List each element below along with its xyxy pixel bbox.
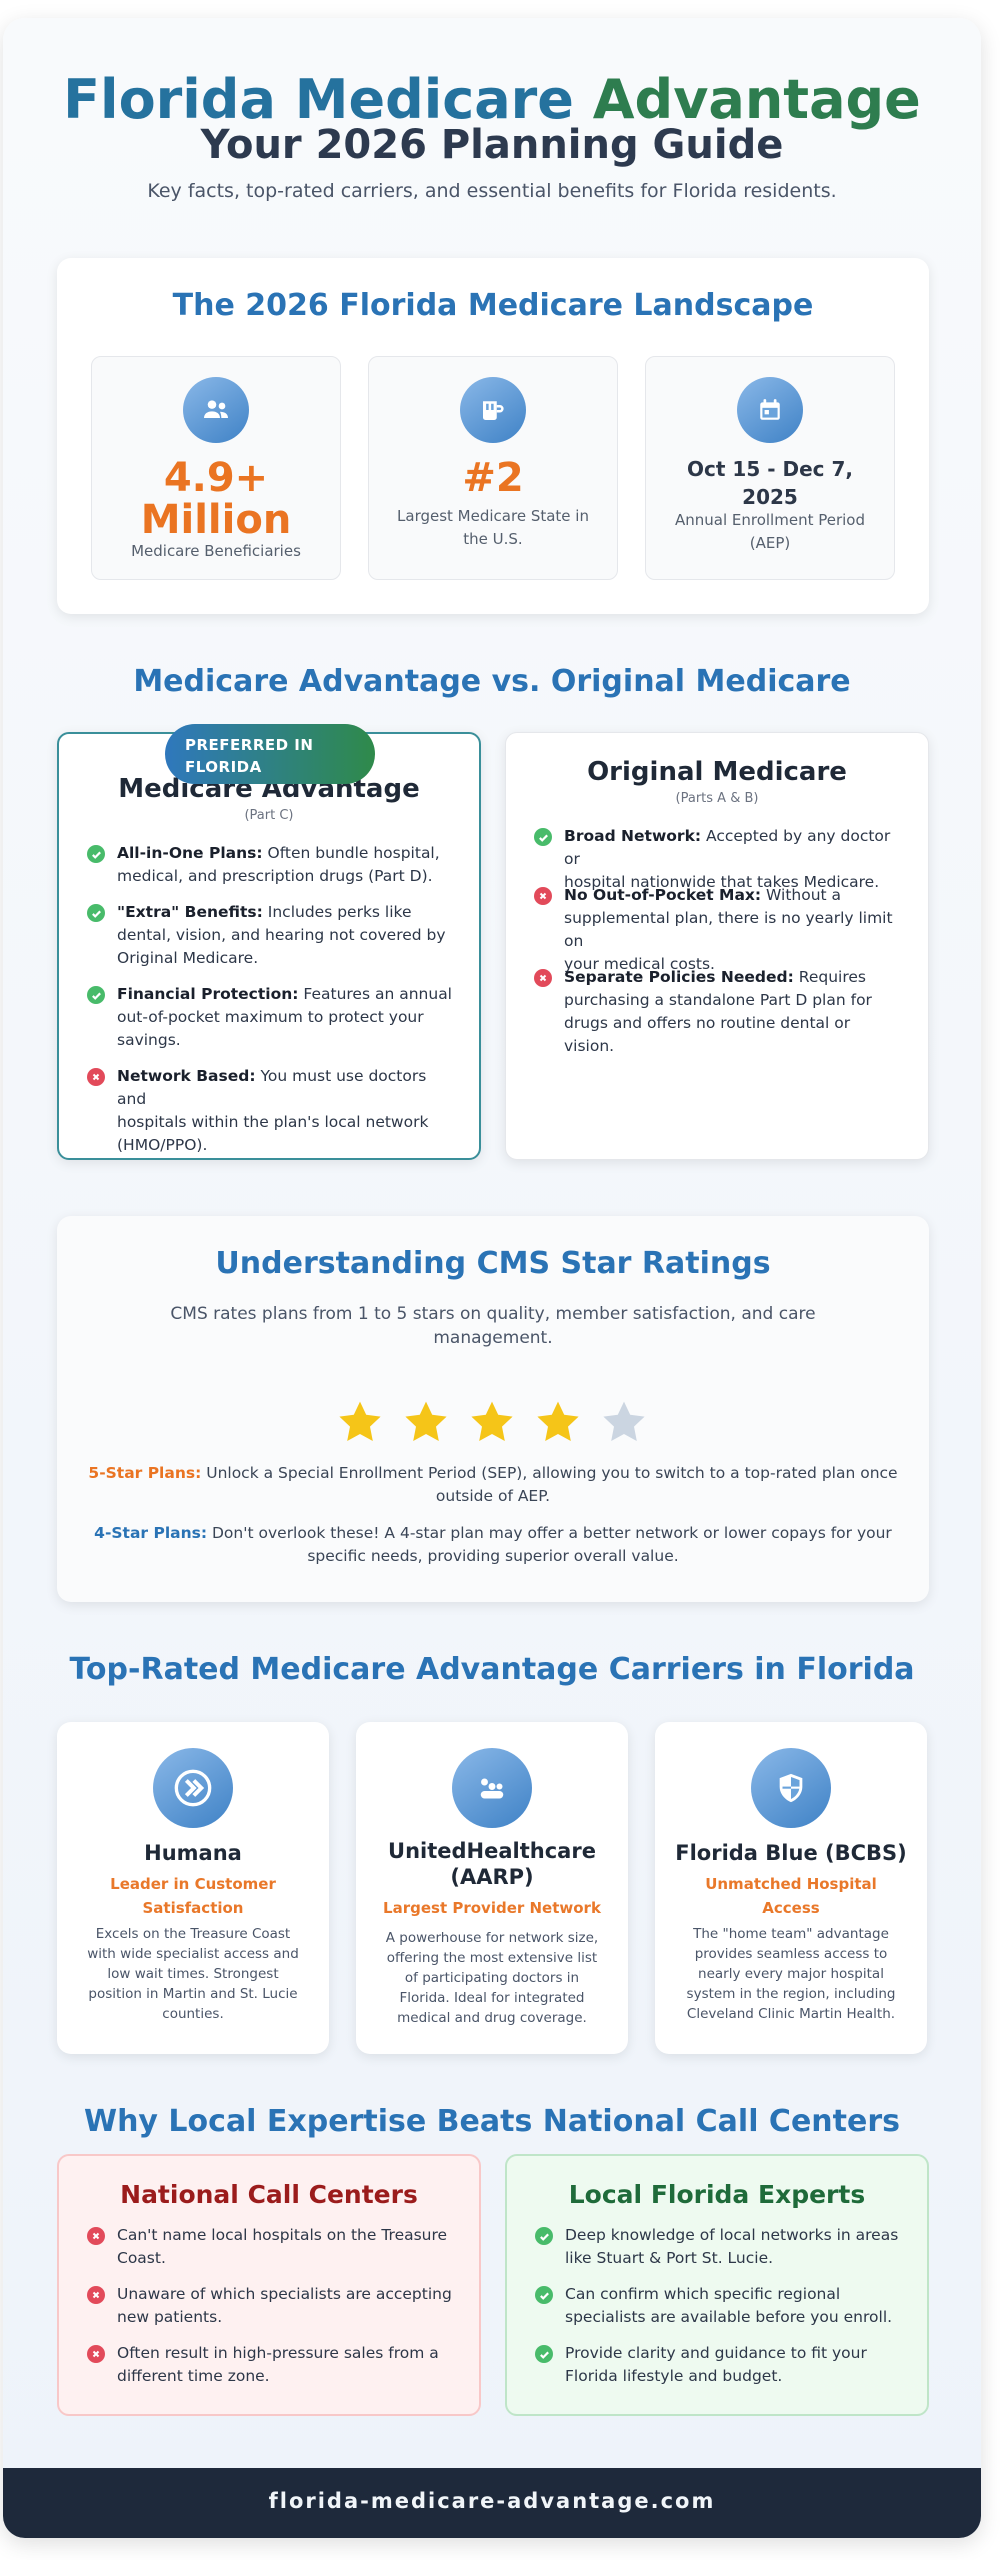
landscape-card: The 2026 Florida Medicare Landscape 4.9+… [57,258,929,614]
list-item: All-in-One Plans: Often bundle hospital,… [87,842,455,888]
shield-icon [751,1748,831,1828]
people-icon [183,377,249,443]
carrier-name: UnitedHealthcare (AARP) [388,1839,596,1889]
carrier-card-humana: Humana Leader in Customer Satisfaction E… [57,1722,329,2054]
card-title: National Call Centers [120,2180,418,2209]
stat-value: Oct 15 - Dec 7, 2025 [687,457,853,509]
check-icon [87,845,105,863]
cross-icon [87,2286,105,2304]
stat-value: #2 [462,455,524,501]
list-item: Provide clarity and guidance to fit your… [535,2342,903,2388]
carriers-heading: Top-Rated Medicare Advantage Carriers in… [69,1652,915,1687]
check-icon [535,2227,553,2245]
check-icon [87,904,105,922]
card-title: Local Florida Experts [568,2180,866,2209]
humana-logo-icon [153,1748,233,1828]
national-call-centers-card: National Call Centers Can't name local h… [57,2154,481,2416]
footer-url[interactable]: florida-medicare-advantage.com [3,2468,981,2538]
carrier-description: The "home team" advantage provides seaml… [686,1926,896,2022]
five-star-note: 5-Star Plans: Unlock a Special Enrollmen… [88,1464,898,1505]
card-subtitle: (Parts A & B) [675,791,759,806]
list-item: Unaware of which specialists are accepti… [87,2283,455,2329]
cross-icon [534,969,552,987]
carrier-tagline: Leader in Customer Satisfaction [110,1875,276,1917]
list-item: Network Based: You must use doctors and … [87,1065,455,1157]
four-star-note: 4-Star Plans: Don't overlook these! A 4-… [94,1524,892,1565]
check-icon [534,828,552,846]
list-item: Separate Policies Needed: Requires purch… [534,966,904,1058]
local-heading: Why Local Expertise Beats National Call … [83,2104,900,2139]
list-item: Can confirm which specific regional spec… [535,2283,903,2329]
star-filled-icon [336,1398,384,1450]
stat-label: Largest Medicare State in the U.S. [397,507,589,548]
carrier-description: A powerhouse for network size, offering … [385,1930,599,2026]
intro-text: Key facts, top-rated carriers, and essen… [147,180,837,202]
landscape-heading: The 2026 Florida Medicare Landscape [172,288,814,323]
page-title: Florida Medicare Advantage [63,68,921,131]
star-filled-icon [468,1398,516,1450]
carrier-name: Humana [144,1841,242,1865]
ratings-heading: Understanding CMS Star Ratings [215,1246,771,1281]
star-filled-icon [534,1398,582,1450]
building-icon [460,377,526,443]
check-icon [87,986,105,1004]
card-subtitle: (Part C) [244,808,294,823]
carrier-card-florida-blue: Florida Blue (BCBS) Unmatched Hospital A… [655,1722,927,2054]
ratings-description: CMS rates plans from 1 to 5 stars on qua… [170,1304,816,1348]
star-empty-icon [600,1398,648,1450]
stat-enrollment-period: Oct 15 - Dec 7, 2025 Annual Enrollment P… [645,356,895,580]
stat-label: Medicare Beneficiaries [131,542,301,560]
list-item: "Extra" Benefits: Includes perks like de… [87,901,455,970]
card-title: Original Medicare [587,757,847,787]
carrier-card-unitedhealthcare: UnitedHealthcare (AARP) Largest Provider… [356,1722,628,2054]
calendar-icon [737,377,803,443]
check-icon [535,2286,553,2304]
comparison-heading: Medicare Advantage vs. Original Medicare [133,664,851,699]
stat-state-rank: #2 Largest Medicare State in the U.S. [368,356,618,580]
uhc-logo-icon [452,1748,532,1828]
list-item: No Out-of-Pocket Max: Without a suppleme… [534,884,904,976]
cross-icon [87,2345,105,2363]
original-medicare-card: Original Medicare (Parts A & B) Broad Ne… [505,732,929,1160]
page-subtitle: Your 2026 Planning Guide [200,122,784,168]
infographic-page: Florida Medicare Advantage Your 2026 Pla… [3,18,981,2538]
stat-beneficiaries: 4.9+ Million Medicare Beneficiaries [91,356,341,580]
check-icon [535,2345,553,2363]
list-item: Often result in high-pressure sales from… [87,2342,455,2388]
stat-value: 4.9+ Million [140,455,292,543]
carrier-tagline: Largest Provider Network [383,1899,601,1917]
carrier-tagline: Unmatched Hospital Access [705,1875,877,1917]
stat-label: Annual Enrollment Period (AEP) [674,511,865,552]
local-experts-card: Local Florida Experts Deep knowledge of … [505,2154,929,2416]
star-filled-icon [402,1398,450,1450]
cross-icon [87,1068,105,1086]
carrier-description: Excels on the Treasure Coast with wide s… [87,1926,299,2022]
cross-icon [87,2227,105,2245]
preferred-badge: PREFERRED IN FLORIDA [165,724,375,784]
list-item: Deep knowledge of local networks in area… [535,2224,903,2270]
list-item: Broad Network: Accepted by any doctor or… [534,825,904,894]
cross-icon [534,887,552,905]
list-item: Financial Protection: Features an annual… [87,983,455,1052]
list-item: Can't name local hospitals on the Treasu… [87,2224,455,2270]
carrier-name: Florida Blue (BCBS) [675,1841,907,1865]
medicare-advantage-card: Medicare Advantage (Part C) All-in-One P… [57,732,481,1160]
